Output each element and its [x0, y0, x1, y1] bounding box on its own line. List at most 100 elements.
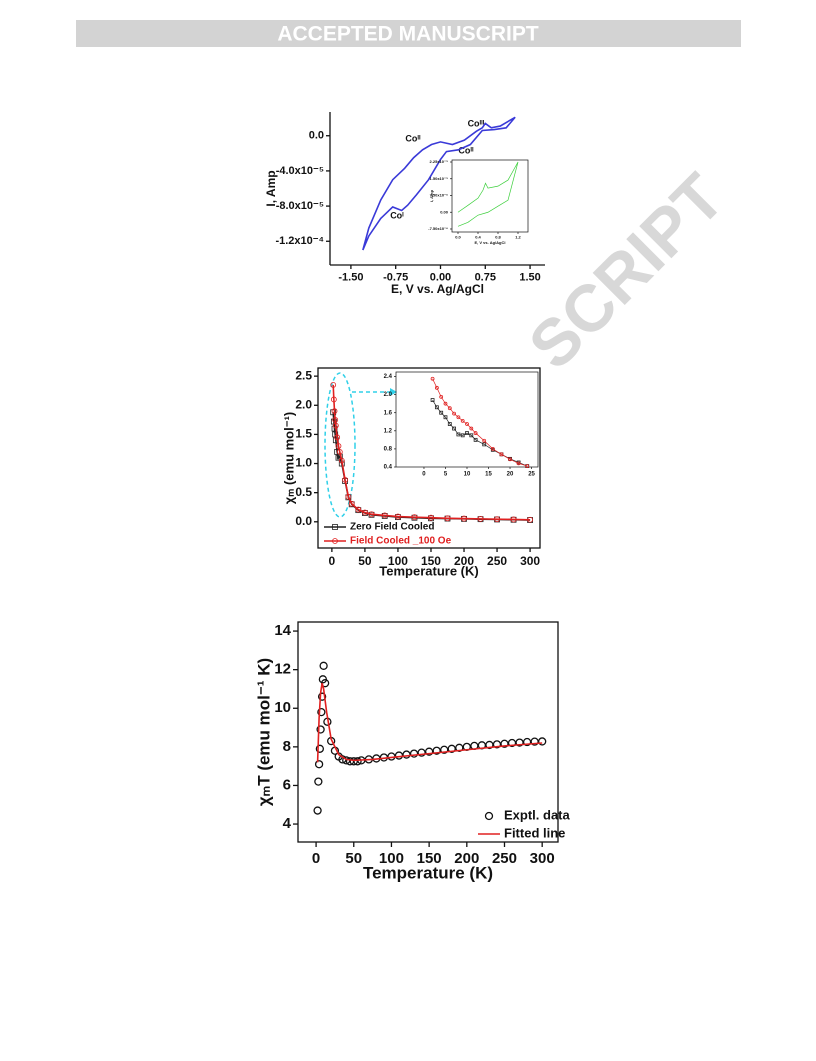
- plot-frame: [317, 367, 541, 549]
- x-tick-label: 0: [312, 850, 320, 867]
- marker: [469, 426, 474, 431]
- marker: [460, 418, 465, 423]
- series-line: [457, 161, 519, 227]
- marker: [334, 434, 341, 441]
- marker: [482, 438, 487, 443]
- marker: [338, 457, 345, 464]
- y-axis-title: χₘT (emu mol⁻¹ K): [254, 658, 273, 806]
- marker: [315, 744, 325, 753]
- marker: [317, 692, 327, 701]
- x-tick-label: 15: [485, 471, 492, 477]
- annotation: Coᴵᴵ: [458, 145, 474, 155]
- marker: [484, 811, 494, 821]
- marker: [355, 506, 362, 513]
- legend-label: Exptl. data: [504, 807, 571, 822]
- marker: [332, 422, 339, 429]
- marker: [332, 538, 338, 544]
- x-tick-label: 250: [487, 554, 507, 568]
- y-axis-title: χₘ (emu mol⁻¹): [281, 412, 296, 505]
- y-tick-label: 1.0: [295, 456, 312, 470]
- series-line: [432, 399, 528, 467]
- marker: [443, 401, 448, 406]
- x-tick-label: 0: [329, 554, 336, 568]
- y-tick-label: 6: [283, 776, 291, 793]
- marker: [395, 513, 401, 520]
- marker: [456, 432, 461, 437]
- marker: [335, 443, 342, 449]
- marker: [525, 464, 530, 468]
- series-line: [432, 378, 528, 467]
- x-tick-label: 200: [454, 850, 479, 867]
- x-tick-label: 100: [388, 554, 408, 568]
- y-tick-label: 2.0: [295, 397, 312, 411]
- marker: [353, 757, 362, 766]
- x-tick-label: 25: [528, 471, 535, 477]
- y-axis-title: I, Amp: [429, 189, 434, 202]
- x-tick-label: 300: [520, 554, 540, 568]
- x-tick-label: 250: [492, 850, 517, 867]
- x-tick-label: 150: [417, 850, 442, 867]
- x-tick-label: 150: [421, 554, 441, 568]
- marker: [482, 442, 487, 447]
- marker: [465, 422, 469, 426]
- marker: [473, 431, 478, 435]
- marker: [332, 416, 339, 423]
- annotation: Coᴵᴵ: [405, 133, 421, 143]
- marker: [331, 408, 338, 415]
- y-tick-label: 0.4: [384, 465, 393, 471]
- marker: [447, 406, 452, 411]
- y-tick-label: 7.50x10⁻⁶: [430, 193, 449, 198]
- x-tick-label: 300: [530, 850, 555, 867]
- x-tick-label: 0.4: [475, 234, 481, 239]
- marker: [516, 461, 521, 466]
- marker: [477, 515, 484, 522]
- x-tick-label: -1.50: [338, 272, 363, 284]
- y-tick-label: -1.2x10⁻⁴: [275, 235, 324, 247]
- y-tick-label: -7.50x10⁻⁶: [428, 226, 448, 231]
- x-axis-title: E, V vs. Ag/AgCl: [391, 282, 484, 296]
- marker: [394, 751, 404, 760]
- x-axis-title: Temperature (K): [363, 863, 493, 882]
- x-tick-label: 0.75: [475, 272, 496, 284]
- marker: [461, 515, 467, 522]
- y-tick-label: 0.00: [440, 209, 449, 214]
- marker: [499, 452, 504, 457]
- y-tick-label: -8.0x10⁻⁵: [276, 200, 324, 212]
- marker: [411, 514, 418, 521]
- y-tick-label: 12: [274, 661, 291, 678]
- marker: [527, 516, 533, 523]
- marker: [434, 385, 439, 390]
- plot-frame: [297, 621, 559, 843]
- marker: [348, 500, 355, 507]
- marker: [314, 760, 324, 769]
- marker: [456, 415, 461, 420]
- highlight-ellipse: [324, 372, 356, 518]
- marker: [444, 515, 451, 522]
- x-tick-label: 100: [379, 850, 404, 867]
- y-tick-label: 10: [274, 699, 291, 716]
- annotation: Coᴵ: [390, 210, 404, 220]
- marker: [430, 398, 435, 402]
- marker: [494, 516, 500, 523]
- y-tick-label: 0.5: [295, 485, 312, 499]
- marker: [332, 524, 338, 530]
- y-tick-label: 1.6: [384, 410, 393, 416]
- marker: [330, 409, 337, 416]
- marker: [439, 410, 444, 415]
- plot-frame: [451, 159, 529, 233]
- marker: [465, 431, 469, 435]
- marker: [402, 750, 411, 759]
- marker: [447, 422, 452, 426]
- marker: [510, 516, 517, 523]
- watermark: SCRIPT: [514, 159, 737, 382]
- plot-frame: [395, 371, 539, 468]
- marker: [452, 411, 456, 416]
- x-tick-label: 5: [444, 471, 448, 477]
- marker: [430, 376, 435, 381]
- x-tick-label: 50: [358, 554, 372, 568]
- y-tick-label: 1.5: [295, 427, 312, 441]
- y-tick-label: 2.4: [384, 374, 393, 380]
- y-tick-label: 2.0: [384, 392, 393, 398]
- marker: [538, 737, 547, 746]
- x-tick-label: 200: [454, 554, 474, 568]
